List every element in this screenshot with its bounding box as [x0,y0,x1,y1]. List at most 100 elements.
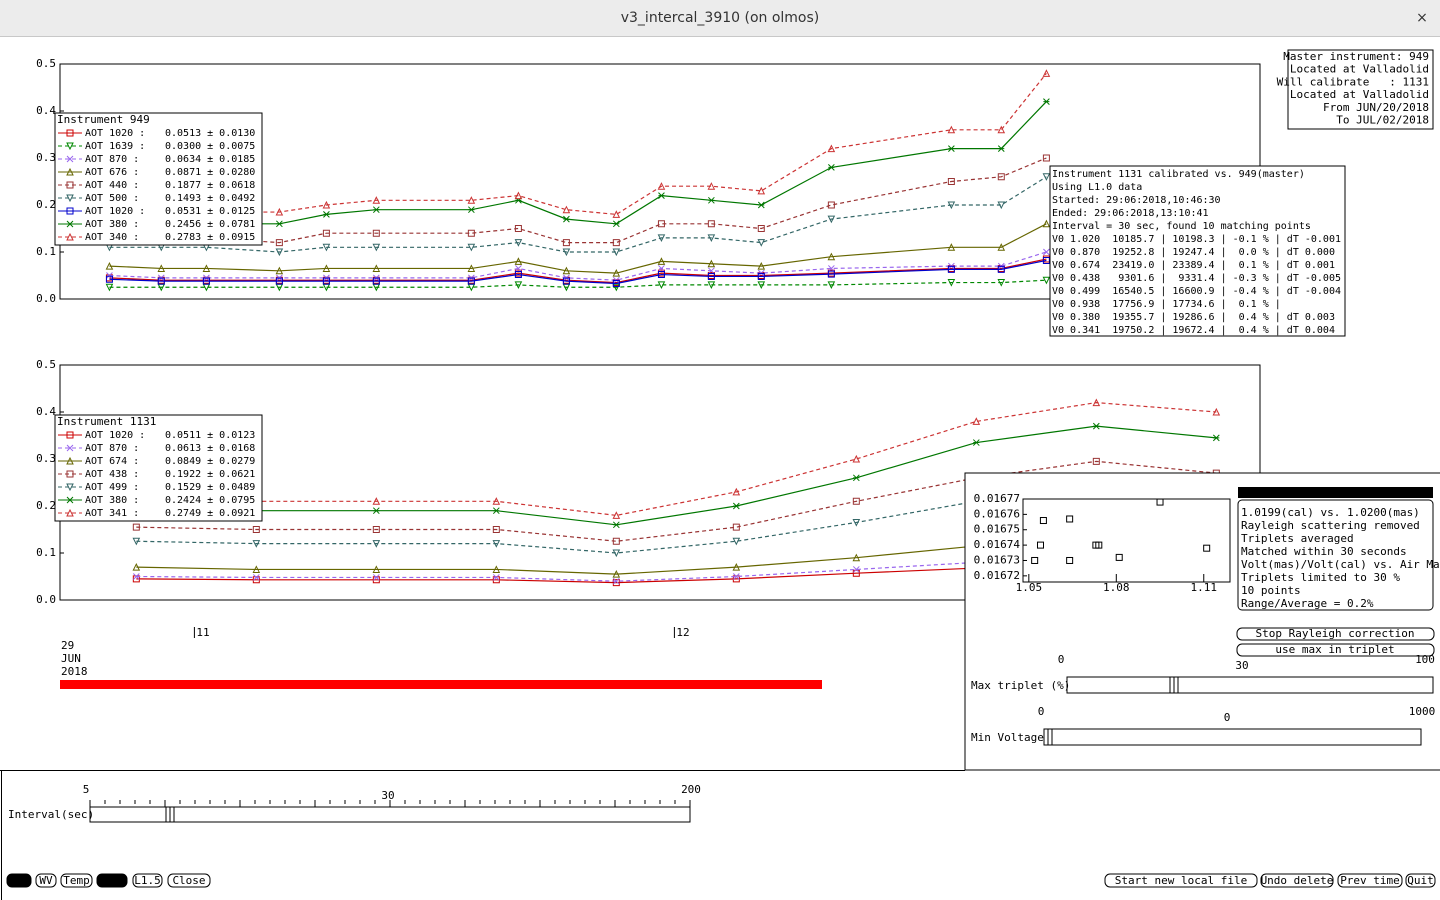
legend-marker [66,483,74,492]
legend-name: AOT 870 : [85,154,139,165]
data-point [106,272,113,279]
data-point [467,229,475,237]
data-point [947,125,956,134]
legend-stat: 0.0531 ± 0.0125 [165,206,255,217]
legend-name: AOT 676 : [85,167,139,178]
data-point [972,417,981,425]
data-point [947,201,956,210]
button-label[interactable]: WV [39,874,53,887]
legend-stat: 0.0513 ± 0.0130 [165,128,255,139]
data-point [657,182,666,190]
data-point [372,264,381,272]
legend-marker [66,155,74,163]
data-point [852,518,861,527]
data-point [612,220,620,228]
info-line: V0 0.870 19252.8 | 19247.4 | 0.0 % | dT … [1052,247,1335,258]
button[interactable] [60,873,93,888]
legend-stat: 0.1877 ± 0.0618 [165,180,255,191]
data-point [372,565,381,573]
close-window[interactable]: × [1416,10,1428,26]
button[interactable] [35,873,57,888]
info-line: V0 0.380 19355.7 | 19286.6 | 0.4 % | dT … [1052,312,1335,323]
button[interactable] [132,873,163,888]
data-point [1031,556,1039,564]
title-bar [0,0,1440,36]
legend-stat: 0.2424 ± 0.0795 [165,495,255,506]
y-tick-label: 0.2 [36,499,56,512]
y-tick-label: 0.0 [36,292,56,305]
button-label[interactable]: L1.0 [99,874,126,887]
button-label[interactable]: L1.5 [134,874,161,887]
data-point [1212,407,1221,416]
data-point [514,271,522,279]
legend-name: AOT 380 : [85,219,139,230]
data-point [562,248,571,257]
panel-button-label[interactable]: use max in triplet [1275,643,1394,656]
data-point [972,439,980,446]
panel-line: Triplets limited to 30 % [1241,571,1400,584]
slider-track[interactable] [1066,676,1434,694]
info-line: Using L1.0 data [1052,182,1142,193]
button[interactable] [1405,873,1436,888]
info-line: V0 0.499 16540.5 | 16600.9 | -0.4 % | dT… [1052,286,1341,297]
data-point [852,454,861,463]
slider-track[interactable] [1044,728,1422,746]
master-box [1287,49,1434,130]
slider-track[interactable] [89,806,691,823]
button-label[interactable]: Undo delete [1261,874,1334,887]
legend-box [54,112,263,246]
data-point [105,283,114,292]
button-label[interactable]: AOT [9,874,29,887]
data-point [852,566,860,573]
data-point [1042,256,1050,264]
button[interactable] [6,873,32,888]
legend-stat: 0.0613 ± 0.0168 [165,443,255,454]
data-point [1212,434,1220,442]
y-tick-label: 0.01677 [974,492,1020,505]
y-tick-label: 0.01672 [974,569,1020,582]
data-point [852,497,860,505]
data-point [612,239,620,247]
panel-button[interactable] [1236,627,1435,641]
data-point [757,272,765,280]
data-point [828,164,835,171]
data-point [562,239,570,247]
data-point [827,215,836,224]
button-label[interactable]: Temp [63,874,90,887]
button-label[interactable]: Start new local file [1115,874,1247,887]
y-tick-label: 0.01675 [974,523,1020,536]
slider-scale: 1000 [1409,705,1436,718]
data-point [828,265,835,272]
legend-marker [66,207,74,215]
data-point [492,497,501,505]
series-line [109,258,1047,284]
panel-button[interactable] [1236,643,1435,657]
legend-name: AOT 1020 : [85,430,145,441]
data-point [612,521,620,529]
data-point [657,271,665,279]
panel-button-label[interactable]: Stop Rayleigh correction [1256,627,1415,640]
x-tick-label: 1.11 [1191,581,1218,594]
legend-marker [66,129,74,137]
y-tick-label: 0.0 [36,593,56,606]
button[interactable] [167,873,211,888]
data-point [1036,541,1044,549]
legend-name: AOT 380 : [85,495,139,506]
button[interactable] [1260,873,1334,888]
button-label[interactable]: Close [172,874,205,887]
data-point [372,497,381,505]
button[interactable] [96,873,128,888]
y-tick-label: 0.01676 [974,507,1020,520]
legend-name: AOT 341 : [85,508,139,519]
panel-line: 10 points [1241,584,1301,597]
data-point [827,270,835,278]
data-point [467,277,475,285]
button-label[interactable]: Prev time [1340,874,1400,887]
button[interactable] [1104,873,1258,888]
data-point [732,502,740,510]
button[interactable] [1337,873,1403,888]
data-point [827,281,836,290]
button-label[interactable]: Quit [1407,874,1434,887]
data-point [612,210,621,218]
